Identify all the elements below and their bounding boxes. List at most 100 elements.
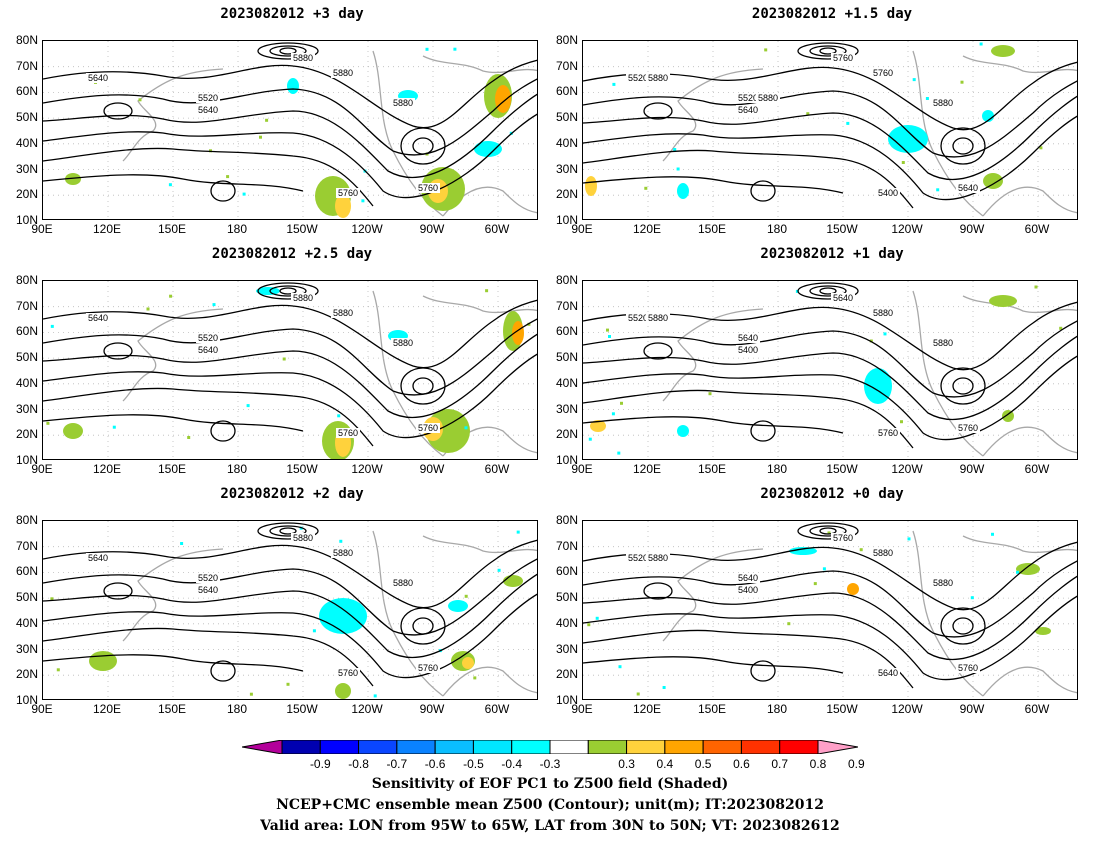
contour-label: 5520 bbox=[198, 93, 218, 103]
lat-label: 70N bbox=[15, 298, 38, 313]
lon-label: 120W bbox=[891, 702, 923, 716]
lon-label: 90E bbox=[571, 222, 593, 236]
lon-label: 120W bbox=[351, 462, 383, 476]
contour-label: 5640 bbox=[833, 293, 853, 303]
panel-title: 2023082012 +3 day bbox=[220, 6, 364, 22]
colorbar bbox=[242, 740, 858, 754]
colorbar-label: 0.7 bbox=[771, 757, 789, 771]
lon-label: 120E bbox=[92, 462, 122, 476]
contour-label: 5880 bbox=[293, 293, 313, 303]
panel-title: 2023082012 +1.5 day bbox=[751, 6, 913, 22]
map-panel-plus3-day: 5640 5520 5640 5760 5760 5880 5880 5880 bbox=[42, 40, 538, 220]
colorbar-label: -0.4 bbox=[501, 757, 523, 771]
contour-label: 5880 bbox=[393, 578, 413, 588]
lat-label: 50N bbox=[555, 590, 578, 605]
lat-label: 10N bbox=[555, 212, 578, 227]
lat-label: 30N bbox=[555, 161, 578, 176]
contour-label: 5880 bbox=[648, 553, 668, 563]
contour-label: 5760 bbox=[418, 183, 438, 193]
panel-title: 2023082012 +2.5 day bbox=[211, 246, 373, 262]
contour-label: 5760 bbox=[873, 68, 893, 78]
lat-label: 10N bbox=[15, 212, 38, 227]
contour-label: 5520 bbox=[198, 333, 218, 343]
lon-label: 60W bbox=[1024, 702, 1050, 716]
lat-label: 40N bbox=[555, 135, 578, 150]
lon-label: 120W bbox=[351, 702, 383, 716]
lat-label: 10N bbox=[555, 692, 578, 707]
contour-label: 5640 bbox=[738, 333, 758, 343]
contour-label: 5880 bbox=[333, 308, 353, 318]
lat-label: 30N bbox=[15, 641, 38, 656]
contour-label: 5880 bbox=[333, 68, 353, 78]
lat-label: 80N bbox=[555, 513, 578, 527]
lon-label: 120E bbox=[92, 222, 122, 236]
lat-label: 70N bbox=[555, 58, 578, 73]
lon-label: 90W bbox=[959, 222, 985, 236]
lon-label: 150E bbox=[157, 222, 187, 236]
colorbar-label: -0.5 bbox=[463, 757, 484, 771]
lat-label: 60N bbox=[15, 564, 38, 579]
lon-label: 150E bbox=[697, 702, 727, 716]
lon-label: 150W bbox=[826, 702, 858, 716]
lat-label: 30N bbox=[555, 401, 578, 416]
contour-label: 5640 bbox=[738, 573, 758, 583]
lat-label: 40N bbox=[15, 135, 38, 150]
map-panel-plus0-day: 5520 5640 5400 5640 5760 5760 5880 5880 5880 bbox=[582, 520, 1078, 700]
contour-label: 5400 bbox=[878, 188, 898, 198]
panel-title: 2023082012 +0 day bbox=[760, 486, 904, 502]
lat-label: 20N bbox=[15, 667, 38, 682]
colorbar-label: -0.7 bbox=[386, 757, 408, 771]
lon-label: 120W bbox=[891, 222, 923, 236]
contour-label: 5520 bbox=[628, 313, 648, 323]
contour-label: 5520 bbox=[198, 573, 218, 583]
lat-label: 60N bbox=[15, 324, 38, 339]
lat-label: 20N bbox=[555, 427, 578, 442]
lat-label: 40N bbox=[15, 615, 38, 630]
lat-label: 20N bbox=[555, 667, 578, 682]
lon-label: 180 bbox=[766, 702, 788, 716]
contour-label: 5760 bbox=[338, 188, 358, 198]
lon-label: 90E bbox=[571, 702, 593, 716]
lat-label: 30N bbox=[15, 401, 38, 416]
panel-title: 2023082012 +2 day bbox=[220, 486, 364, 502]
lon-label: 90W bbox=[419, 702, 445, 716]
lat-label: 60N bbox=[555, 84, 578, 99]
colorbar-label: 0.9 bbox=[847, 757, 865, 771]
lat-label: 70N bbox=[555, 538, 578, 553]
contour-label: 5880 bbox=[758, 93, 778, 103]
lon-label: 60W bbox=[484, 462, 510, 476]
caption-line-2: NCEP+CMC ensemble mean Z500 (Contour); u… bbox=[276, 797, 824, 813]
lat-label: 80N bbox=[555, 273, 578, 287]
lon-label: 150E bbox=[157, 702, 187, 716]
lon-label: 90E bbox=[571, 462, 593, 476]
contour-label: 5520 bbox=[628, 73, 648, 83]
contour-label: 5880 bbox=[933, 338, 953, 348]
lon-label: 180 bbox=[226, 222, 248, 236]
colorbar-label: -0.8 bbox=[348, 757, 369, 771]
contour-label: 5640 bbox=[88, 553, 108, 563]
contour-label: 5880 bbox=[648, 313, 668, 323]
contour-label: 5880 bbox=[933, 98, 953, 108]
lat-label: 50N bbox=[15, 350, 38, 365]
lon-label: 180 bbox=[226, 702, 248, 716]
lon-label: 180 bbox=[766, 462, 788, 476]
lat-label: 60N bbox=[555, 564, 578, 579]
lon-label: 120E bbox=[632, 702, 662, 716]
lat-label: 40N bbox=[15, 375, 38, 390]
lon-label: 120E bbox=[92, 702, 122, 716]
contour-label: 5640 bbox=[198, 585, 218, 595]
lat-label: 70N bbox=[555, 298, 578, 313]
lon-label: 180 bbox=[766, 222, 788, 236]
lat-label: 30N bbox=[555, 641, 578, 656]
contour-label: 5760 bbox=[958, 663, 978, 673]
lon-label: 60W bbox=[484, 222, 510, 236]
lon-label: 150W bbox=[286, 462, 318, 476]
contour-label: 5760 bbox=[418, 423, 438, 433]
lat-label: 10N bbox=[15, 452, 38, 467]
lat-label: 40N bbox=[555, 615, 578, 630]
lat-label: 20N bbox=[15, 427, 38, 442]
lon-label: 90W bbox=[419, 222, 445, 236]
contour-label: 5640 bbox=[88, 73, 108, 83]
colorbar-label: -0.6 bbox=[424, 757, 446, 771]
caption-line-3: Valid area: LON from 95W to 65W, LAT fro… bbox=[260, 818, 840, 834]
